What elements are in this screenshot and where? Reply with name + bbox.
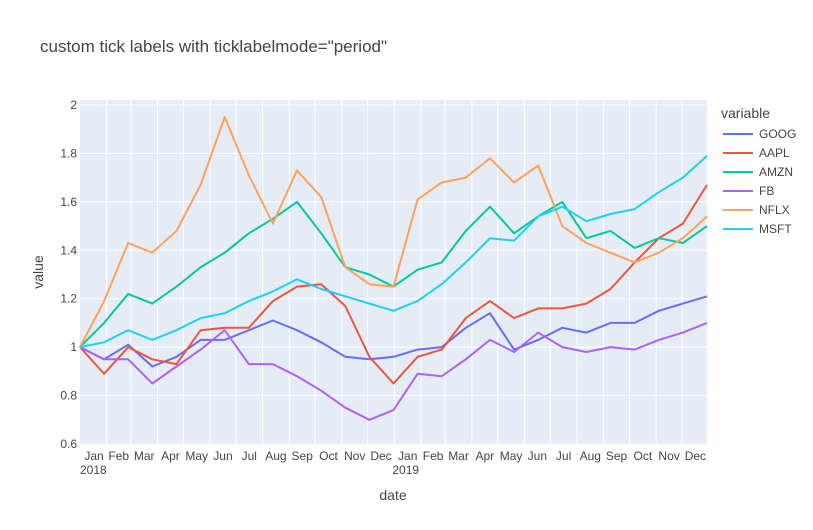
y-tick-label: 2 xyxy=(70,98,77,112)
x-tick-label: May xyxy=(500,449,523,463)
y-tick-label: 1 xyxy=(70,340,77,354)
x-tick-label: Nov xyxy=(658,449,679,463)
x-tick-label: Jan xyxy=(398,449,417,463)
legend-label: GOOG xyxy=(759,127,796,141)
y-tick-label: 1.4 xyxy=(60,243,77,257)
x-tick-label: Nov xyxy=(344,449,365,463)
x-tick-label: Oct xyxy=(319,449,338,463)
y-axis-ticks: 0.6 0.8 1 1.2 1.4 1.6 1.8 2 xyxy=(60,98,77,451)
legend-title: variable xyxy=(721,105,770,121)
legend-item-amzn: AMZN xyxy=(723,165,793,179)
x-tick-label: Jun xyxy=(528,449,547,463)
x-tick-label: Jul xyxy=(242,449,257,463)
legend-label: AMZN xyxy=(759,165,793,179)
y-axis-title: value xyxy=(30,255,46,289)
legend-item-aapl: AAPL xyxy=(723,146,790,160)
x-year-label: 2019 xyxy=(392,463,419,477)
x-tick-label: Feb xyxy=(423,449,444,463)
x-tick-label: Dec xyxy=(685,449,706,463)
legend-item-goog: GOOG xyxy=(723,127,796,141)
legend-label: AAPL xyxy=(759,146,790,160)
y-tick-label: 1.6 xyxy=(60,195,77,209)
x-tick-label: Jan xyxy=(84,449,103,463)
x-axis-title: date xyxy=(379,487,406,503)
x-tick-label: Sep xyxy=(292,449,314,463)
series-line-fb xyxy=(79,321,708,421)
x-year-label: 2018 xyxy=(80,463,107,477)
x-tick-label: Apr xyxy=(161,449,180,463)
legend-item-fb: FB xyxy=(723,184,774,198)
x-tick-label: Feb xyxy=(108,449,129,463)
x-tick-label: Apr xyxy=(475,449,494,463)
series-line-nflx xyxy=(79,116,708,348)
x-tick-label: Jun xyxy=(213,449,232,463)
legend-item-msft: MSFT xyxy=(723,222,792,236)
y-tick-label: 0.8 xyxy=(60,389,77,403)
plot-area xyxy=(80,100,707,445)
y-tick-label: 0.6 xyxy=(60,437,77,451)
series-line-aapl xyxy=(79,184,708,385)
series-lines xyxy=(79,116,708,421)
legend: variable GOOG AAPL AMZN FB NFLX MSFT xyxy=(721,105,796,236)
legend-label: NFLX xyxy=(759,203,790,217)
gridlines xyxy=(80,100,707,445)
x-tick-label: Mar xyxy=(134,449,155,463)
legend-item-nflx: NFLX xyxy=(723,203,790,217)
legend-label: MSFT xyxy=(759,222,792,236)
x-tick-label: Dec xyxy=(370,449,391,463)
x-tick-label: Aug xyxy=(580,449,601,463)
chart-title: custom tick labels with ticklabelmode="p… xyxy=(40,37,387,56)
y-tick-label: 1.8 xyxy=(60,146,77,160)
series-line-msft xyxy=(79,155,708,349)
x-tick-label: Oct xyxy=(633,449,652,463)
x-tick-label: May xyxy=(185,449,208,463)
y-tick-label: 1.2 xyxy=(60,292,77,306)
x-tick-label: Mar xyxy=(448,449,469,463)
x-tick-label: Jul xyxy=(556,449,571,463)
x-tick-label: Sep xyxy=(606,449,628,463)
legend-label: FB xyxy=(759,184,774,198)
x-tick-label: Aug xyxy=(265,449,286,463)
